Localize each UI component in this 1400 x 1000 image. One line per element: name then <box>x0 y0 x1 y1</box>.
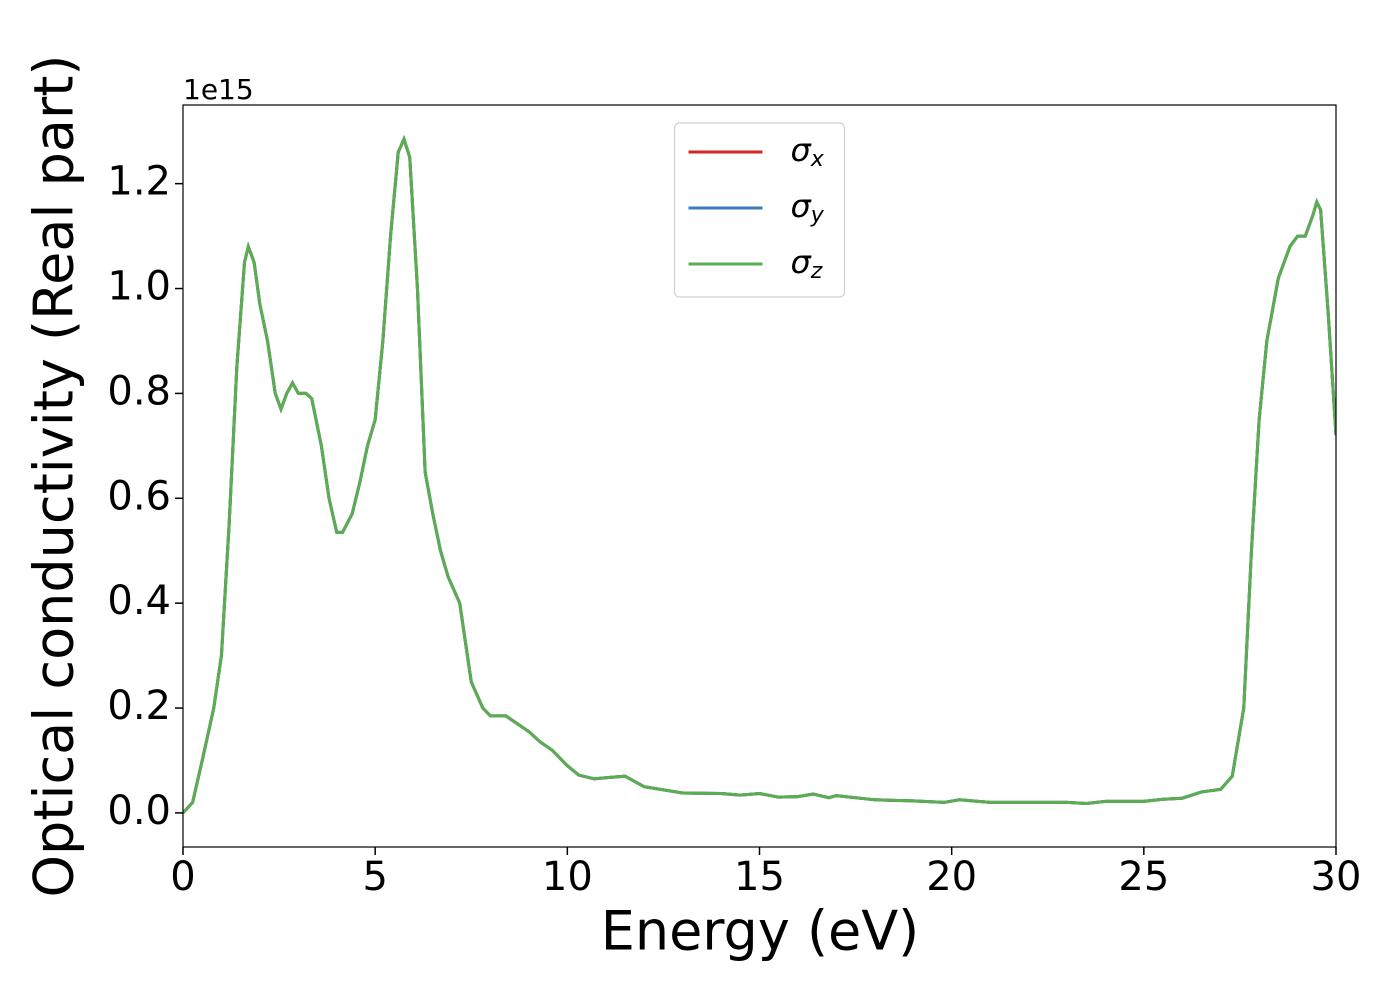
x-tick-label: 25 <box>1118 854 1169 900</box>
y-tick-label: 0.6 <box>107 473 171 519</box>
legend-box <box>673 122 846 298</box>
legend-label: σz <box>791 243 823 284</box>
line-series <box>183 134 1336 814</box>
y-tick-label: 0.0 <box>107 788 171 834</box>
x-tick-label: 30 <box>1311 854 1362 900</box>
x-tick-label: 0 <box>170 854 195 900</box>
y-tick-label: 0.2 <box>107 683 171 729</box>
y-tick-label: 0.4 <box>107 578 171 624</box>
x-tick-label: 15 <box>734 854 785 900</box>
x-tick-label: 20 <box>926 854 977 900</box>
x-axis-label: Energy (eV) <box>601 900 920 963</box>
y-tick-label: 0.8 <box>107 368 171 414</box>
y-tick-label: 1.2 <box>107 159 171 205</box>
offset-label: 1e15 <box>183 73 254 106</box>
x-tick-label: 10 <box>542 854 593 900</box>
legend-label: σy <box>791 187 825 228</box>
y-axis-label: Optical conductivity (Real part) <box>23 55 86 898</box>
plot-frame <box>182 104 1337 848</box>
x-tick-label: 5 <box>362 854 387 900</box>
legend-label: σx <box>791 131 825 172</box>
y-tick-label: 1.0 <box>107 264 171 310</box>
